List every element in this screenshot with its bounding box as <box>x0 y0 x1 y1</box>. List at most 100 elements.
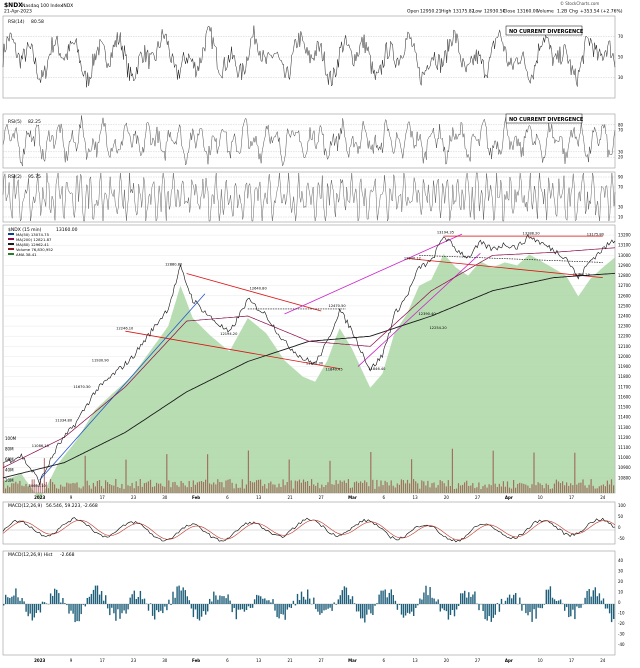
hist-tick-label: 20 <box>618 579 624 584</box>
volume-bar <box>135 481 137 493</box>
histogram-bar <box>9 597 11 604</box>
volume-bar <box>178 486 180 493</box>
histogram-bar <box>284 604 286 620</box>
histogram-bar <box>319 604 321 615</box>
volume-bar <box>488 484 490 493</box>
histogram-bar <box>355 604 358 612</box>
x-tick-label: 17 <box>100 495 106 500</box>
price-annotation: 12194.20 <box>220 332 238 336</box>
histogram-bar <box>580 604 582 608</box>
x-tick-label: Apr <box>505 495 513 500</box>
volume-bar <box>239 487 241 493</box>
volume-bar <box>121 484 123 493</box>
histogram-bar <box>151 604 154 616</box>
histogram-bar <box>511 598 513 604</box>
volume-bar <box>511 488 513 493</box>
volume-bar <box>445 486 447 493</box>
histogram-bar <box>598 593 601 604</box>
close-value: 13160.00 <box>517 9 539 15</box>
histogram-bar <box>441 604 443 609</box>
hist-tick-label: -10 <box>618 611 625 616</box>
histogram-bar <box>309 598 311 604</box>
volume-tick-label: 40M <box>5 468 14 473</box>
histogram-bar <box>251 604 254 608</box>
volume-bar <box>23 486 25 493</box>
histogram-bar <box>351 596 354 604</box>
histogram-bar <box>413 604 415 616</box>
volume-bar <box>172 482 174 493</box>
volume-bar <box>562 481 564 493</box>
histogram-bar <box>435 601 437 604</box>
histogram-bar <box>166 604 168 611</box>
volume-bar <box>404 483 407 493</box>
histogram-bar <box>451 604 454 610</box>
volume-tick-label: 100M <box>5 436 17 441</box>
volume-bar <box>331 484 333 493</box>
volume-bar <box>274 484 276 493</box>
volume-bar <box>103 488 105 493</box>
volume-bar <box>517 483 519 493</box>
y-tick-label: 11000 <box>618 455 631 460</box>
volume-bar <box>580 482 582 493</box>
histogram-bar <box>182 587 184 604</box>
histogram-bar <box>213 591 215 604</box>
x-tick-label: 23 <box>131 495 137 500</box>
volume-bar <box>9 487 11 493</box>
histogram-bar <box>396 604 399 610</box>
level-label: 30 <box>618 149 624 154</box>
legend-swatch <box>8 253 14 255</box>
volume-bar <box>180 481 182 493</box>
y-tick-label: 12600 <box>618 293 631 298</box>
volume-bar <box>602 484 604 493</box>
volume-bar <box>321 484 323 493</box>
volume-bar <box>570 483 572 493</box>
volume-bar <box>358 482 360 493</box>
volume-bar <box>54 484 56 493</box>
volume-bar <box>386 482 388 493</box>
histogram-bar <box>464 590 466 604</box>
volume-bar <box>525 484 527 493</box>
histogram-bar <box>482 604 484 611</box>
y-tick-label: 11700 <box>618 384 631 389</box>
trendline <box>284 233 463 315</box>
volume-bar <box>594 488 596 493</box>
histogram-bar <box>417 604 419 606</box>
histogram-bar <box>54 588 56 604</box>
volume-bar <box>345 483 347 493</box>
histogram-bar <box>370 604 372 614</box>
histogram-bar <box>604 604 607 609</box>
volume-bar <box>380 480 382 493</box>
volume-bar <box>392 485 394 493</box>
volume-bar <box>139 479 141 493</box>
histogram-bar <box>196 604 199 619</box>
histogram-bar <box>235 604 237 620</box>
histogram-bar <box>590 596 592 604</box>
index-name-label: Nasdaq 100 Index <box>22 3 63 9</box>
histogram-bar <box>68 604 70 614</box>
hist-tick-label: -20 <box>618 621 625 626</box>
histogram-bar <box>296 593 299 604</box>
volume-bar <box>166 454 168 493</box>
histogram-bar <box>533 604 535 610</box>
histogram-bar <box>5 594 7 604</box>
histogram-bar <box>217 599 219 604</box>
histogram-bar <box>398 604 401 605</box>
volume-bar <box>296 481 298 493</box>
x-tick-label: 17 <box>569 495 575 500</box>
volume-bar <box>374 488 376 493</box>
histogram-bar <box>266 600 268 604</box>
histogram-bar <box>409 604 411 614</box>
volume-bar <box>192 480 194 493</box>
histogram-bar <box>455 604 458 610</box>
volume-bar <box>313 484 315 493</box>
date-axis-main: 2023 9 17 23 30 Feb 6 13 21 27 Mar 6 13 20 27 Apr 10 17 24 <box>34 495 606 500</box>
rsi14-value: 80.58 <box>31 19 44 25</box>
level-label: 10 <box>618 215 624 220</box>
histogram-bar <box>347 595 350 604</box>
volume-bar <box>113 485 115 493</box>
histogram-bar <box>460 593 462 604</box>
histogram-bar <box>466 597 468 604</box>
histogram-bar <box>162 604 164 614</box>
